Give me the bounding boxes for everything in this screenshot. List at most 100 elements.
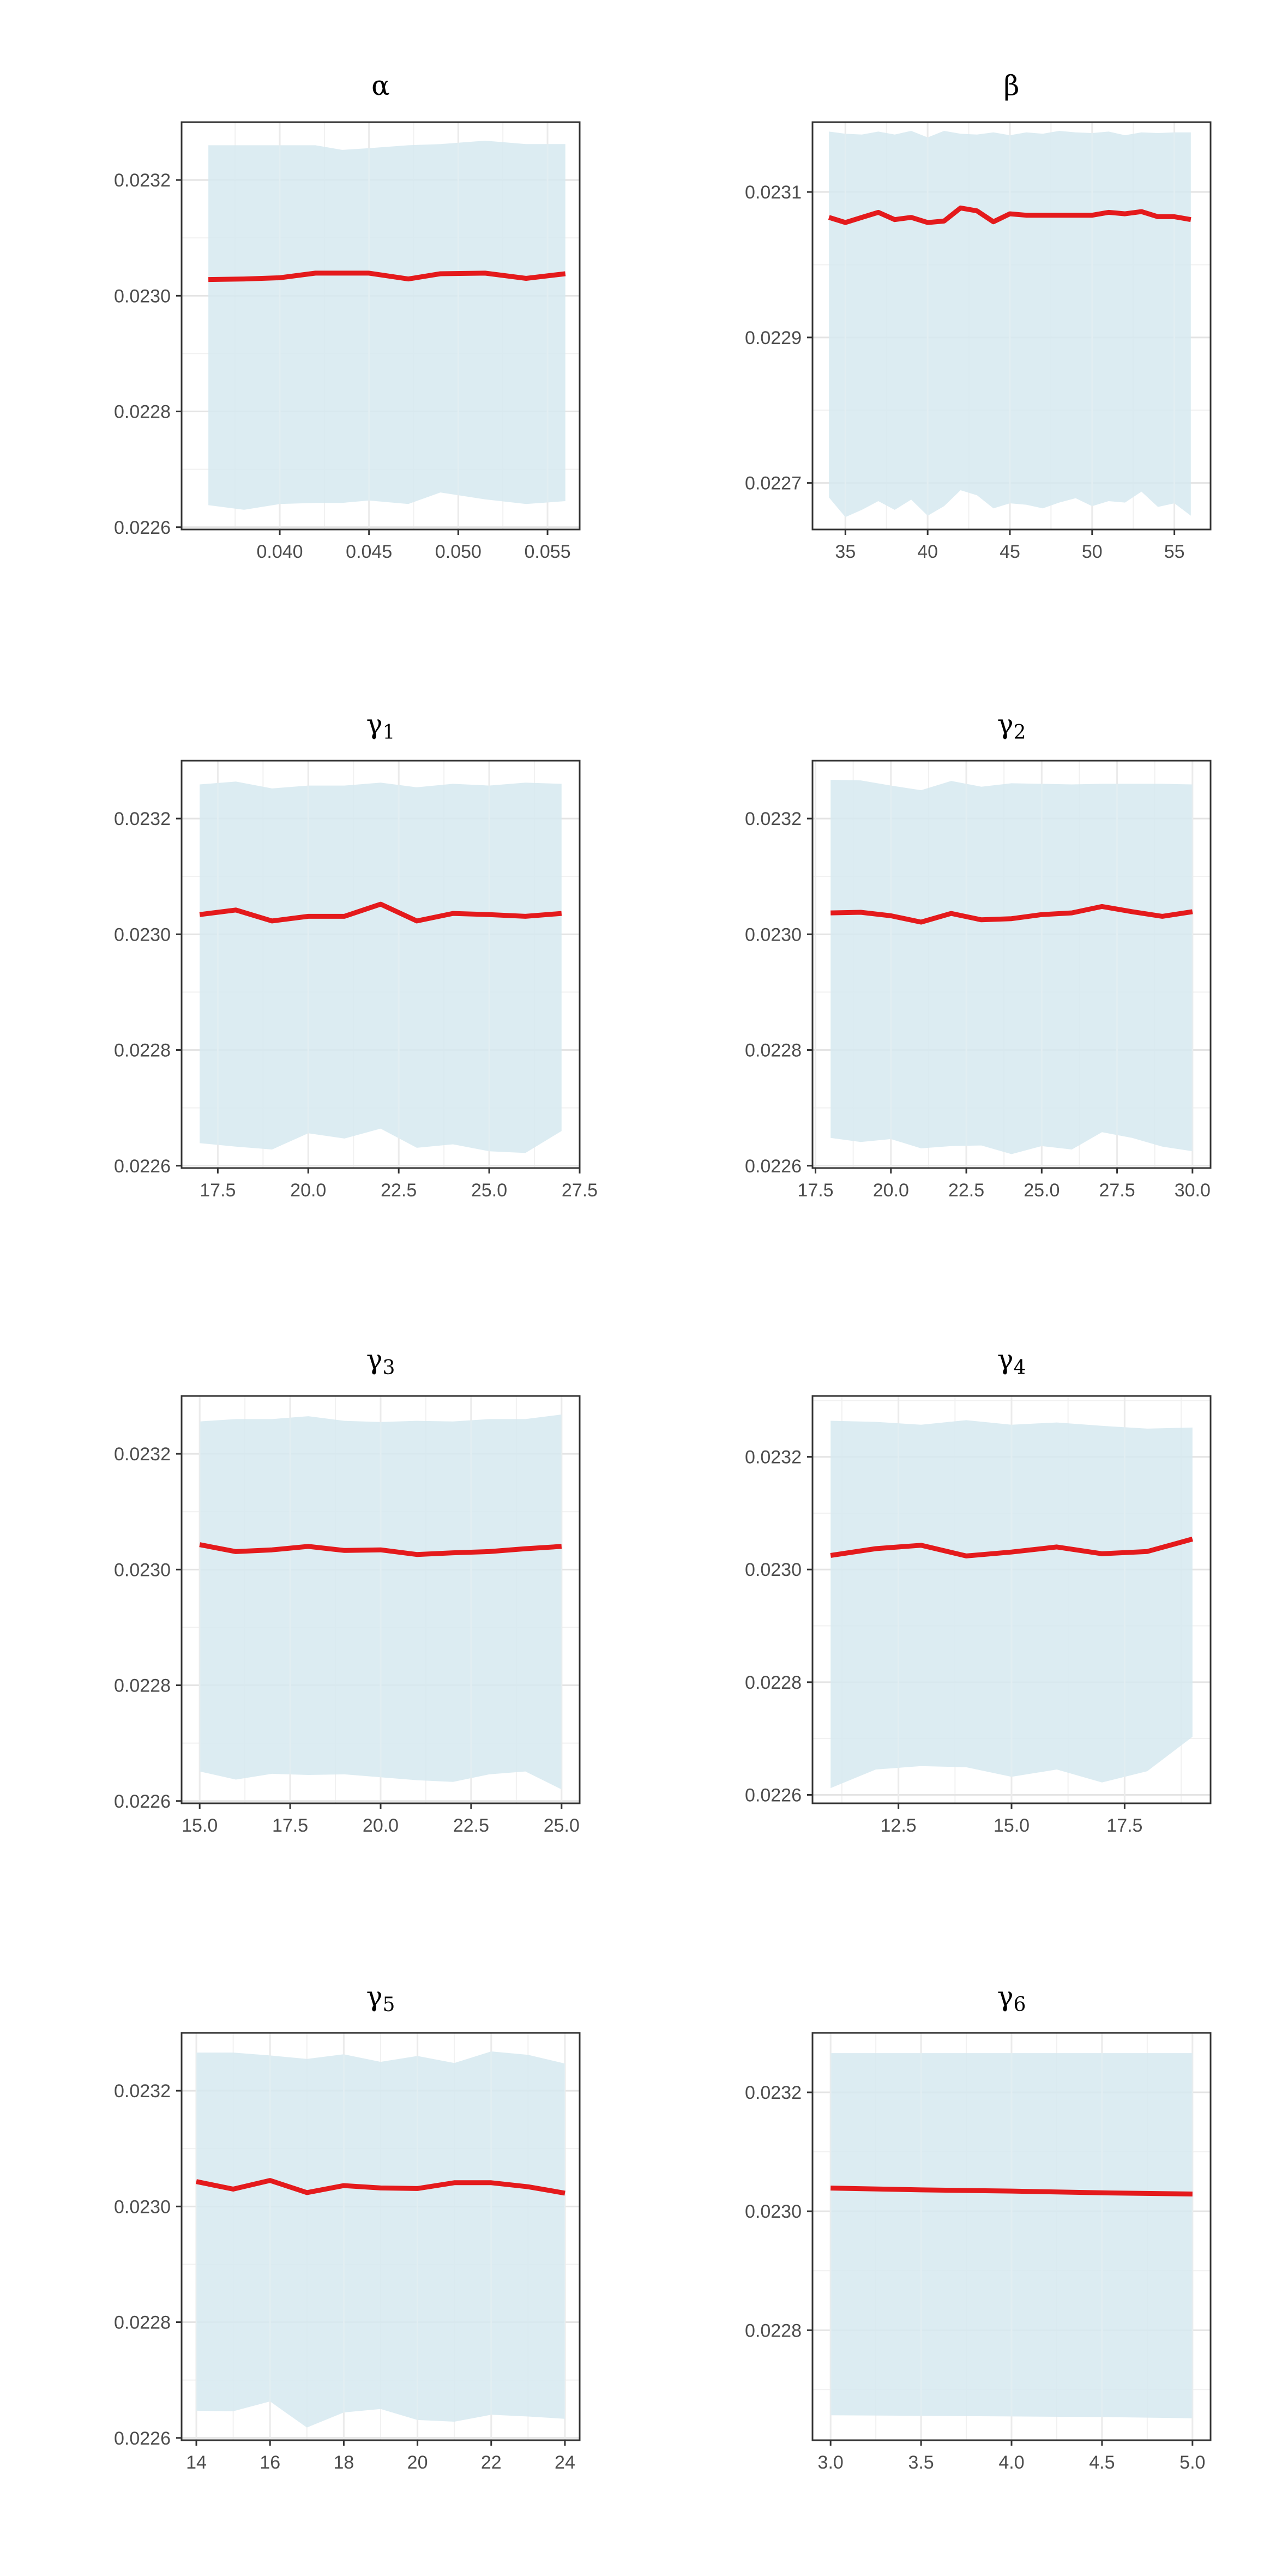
x-tick-label: 27.5 bbox=[1099, 1180, 1135, 1201]
x-tick-label: 17.5 bbox=[272, 1815, 308, 1836]
x-tick-label: 20.0 bbox=[290, 1180, 326, 1201]
x-tick-label: 40 bbox=[917, 541, 938, 562]
series-line bbox=[830, 904, 1193, 925]
y-tick-label: 0.0232 bbox=[114, 809, 171, 829]
y-tick-label: 0.0228 bbox=[745, 2320, 802, 2341]
panel-title: γ4 bbox=[997, 1344, 1026, 1379]
x-tick-label: 22.5 bbox=[453, 1815, 489, 1836]
x-tick-label: 0.040 bbox=[256, 541, 303, 562]
series-line bbox=[830, 1537, 1193, 1558]
panel-title: α bbox=[371, 70, 390, 101]
panel-frame bbox=[180, 760, 581, 1169]
y-tick-label: 0.0228 bbox=[745, 1040, 802, 1061]
confidence-band bbox=[196, 2051, 565, 2428]
x-tick-label: 35 bbox=[835, 541, 856, 562]
confidence-band bbox=[830, 780, 1193, 1154]
x-tick-label: 4.0 bbox=[998, 2452, 1024, 2473]
y-tick-label: 0.0230 bbox=[114, 1560, 171, 1580]
y-tick-label: 0.0232 bbox=[114, 2081, 171, 2102]
x-tick-label: 17.5 bbox=[797, 1180, 833, 1201]
panel-title: γ1 bbox=[366, 708, 395, 744]
y-tick-label: 0.0228 bbox=[114, 1040, 171, 1061]
y-tick-label: 0.0229 bbox=[745, 328, 802, 348]
x-tick-label: 20 bbox=[407, 2452, 428, 2473]
panel-title: β bbox=[1004, 70, 1020, 101]
y-tick-label: 0.0230 bbox=[114, 286, 171, 306]
x-tick-label: 20.0 bbox=[873, 1180, 909, 1201]
title-symbol: γ bbox=[366, 1344, 383, 1375]
title-subscript: 4 bbox=[1013, 1357, 1026, 1379]
x-tick-label: 24 bbox=[555, 2452, 575, 2473]
confidence-band bbox=[830, 1420, 1193, 1789]
title-subscript: 2 bbox=[1013, 721, 1026, 744]
x-tick-label: 14 bbox=[186, 2452, 207, 2473]
y-tick-label: 0.0226 bbox=[114, 1791, 171, 1812]
panel-frame bbox=[811, 121, 1212, 531]
series-line bbox=[208, 270, 566, 282]
y-tick-label: 0.0228 bbox=[114, 1676, 171, 1696]
y-tick-label: 0.0232 bbox=[114, 1444, 171, 1465]
x-tick-label: 25.0 bbox=[544, 1815, 580, 1836]
title-subscript: 6 bbox=[1013, 1994, 1026, 2016]
x-tick-label: 0.055 bbox=[525, 541, 571, 562]
y-tick-label: 0.0226 bbox=[114, 2428, 171, 2449]
x-tick-label: 15.0 bbox=[182, 1815, 218, 1836]
x-tick-label: 0.050 bbox=[435, 541, 482, 562]
title-symbol: γ bbox=[366, 708, 383, 740]
panel-frame bbox=[180, 121, 581, 531]
confidence-band bbox=[830, 2053, 1193, 2418]
x-tick-label: 17.5 bbox=[1106, 1815, 1142, 1836]
y-tick-label: 0.0230 bbox=[745, 2201, 802, 2222]
y-tick-label: 0.0232 bbox=[745, 809, 802, 829]
x-tick-label: 4.5 bbox=[1089, 2452, 1115, 2473]
title-symbol: α bbox=[371, 70, 390, 101]
confidence-band bbox=[200, 781, 562, 1153]
series-line bbox=[199, 901, 562, 924]
y-tick-label: 0.0226 bbox=[114, 1156, 171, 1177]
title-subscript: 1 bbox=[382, 721, 395, 744]
x-tick-label: 0.045 bbox=[346, 541, 392, 562]
panel-title: γ6 bbox=[997, 1981, 1026, 2016]
y-tick-label: 0.0228 bbox=[114, 402, 171, 423]
confidence-band bbox=[200, 1415, 562, 1790]
x-tick-label: 3.0 bbox=[818, 2452, 844, 2473]
x-tick-label: 50 bbox=[1082, 541, 1103, 562]
x-tick-label: 27.5 bbox=[562, 1180, 598, 1201]
x-tick-label: 22.5 bbox=[381, 1180, 417, 1201]
x-tick-label: 3.5 bbox=[908, 2452, 934, 2473]
y-tick-label: 0.0230 bbox=[114, 2196, 171, 2217]
x-tick-label: 25.0 bbox=[1024, 1180, 1060, 1201]
y-tick-label: 0.0230 bbox=[745, 1560, 802, 1580]
confidence-band bbox=[829, 131, 1191, 517]
x-tick-label: 30.0 bbox=[1175, 1180, 1211, 1201]
y-tick-label: 0.0230 bbox=[745, 924, 802, 945]
y-tick-label: 0.0226 bbox=[745, 1785, 802, 1806]
panel-title: γ2 bbox=[997, 708, 1026, 744]
x-tick-label: 18 bbox=[333, 2452, 354, 2473]
panel-frame bbox=[811, 760, 1212, 1169]
x-tick-label: 22 bbox=[481, 2452, 502, 2473]
y-tick-label: 0.0226 bbox=[745, 1156, 802, 1177]
y-tick-label: 0.0228 bbox=[745, 1672, 802, 1693]
x-tick-label: 17.5 bbox=[200, 1180, 236, 1201]
title-symbol: β bbox=[1004, 70, 1020, 101]
y-tick-label: 0.0228 bbox=[114, 2313, 171, 2333]
x-tick-label: 16 bbox=[260, 2452, 280, 2473]
y-tick-label: 0.0232 bbox=[114, 170, 171, 191]
panel-title: γ5 bbox=[366, 1981, 395, 2016]
confidence-band bbox=[208, 141, 565, 510]
series-line bbox=[196, 2178, 565, 2196]
title-subscript: 5 bbox=[382, 1994, 395, 2016]
x-tick-label: 20.0 bbox=[363, 1815, 399, 1836]
title-symbol: γ bbox=[997, 1344, 1014, 1375]
series-line bbox=[199, 1542, 562, 1557]
